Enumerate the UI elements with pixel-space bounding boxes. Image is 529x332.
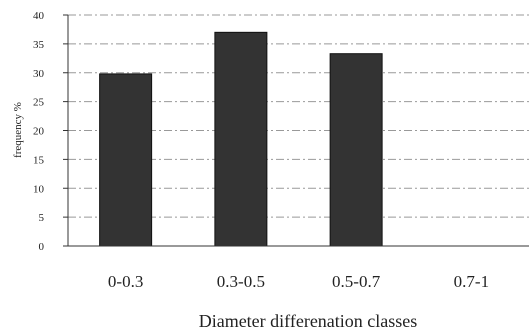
axes xyxy=(63,14,529,247)
y-tick-label: 25 xyxy=(33,97,45,109)
x-tick-label: 0-0.3 xyxy=(108,272,143,291)
bar-0.5-0.7 xyxy=(329,53,383,247)
y-axis-label: frequency % xyxy=(12,102,24,158)
x-axis-label: Diameter differenation classes xyxy=(199,311,418,331)
bars xyxy=(99,31,383,247)
y-tick-label: 10 xyxy=(33,183,45,195)
y-tick-labels: 0 5 10 15 20 25 30 35 40 xyxy=(33,10,45,253)
y-tick-label: 35 xyxy=(33,39,45,51)
x-category-labels: 0-0.3 0.3-0.5 0.5-0.7 0.7-1 xyxy=(108,272,489,291)
y-tick-label: 15 xyxy=(33,154,45,166)
bar-0-0.3 xyxy=(99,73,153,247)
y-tick-label: 30 xyxy=(33,68,45,80)
y-tick-label: 5 xyxy=(39,212,45,224)
x-tick-label: 0.5-0.7 xyxy=(332,272,381,291)
y-tick-label: 0 xyxy=(39,241,45,253)
y-tick-label: 40 xyxy=(33,10,45,22)
x-tick-label: 0.3-0.5 xyxy=(217,272,265,291)
bar-0.3-0.5 xyxy=(214,31,268,247)
x-tick-label: 0.7-1 xyxy=(454,272,489,291)
y-tick-label: 20 xyxy=(33,126,45,138)
